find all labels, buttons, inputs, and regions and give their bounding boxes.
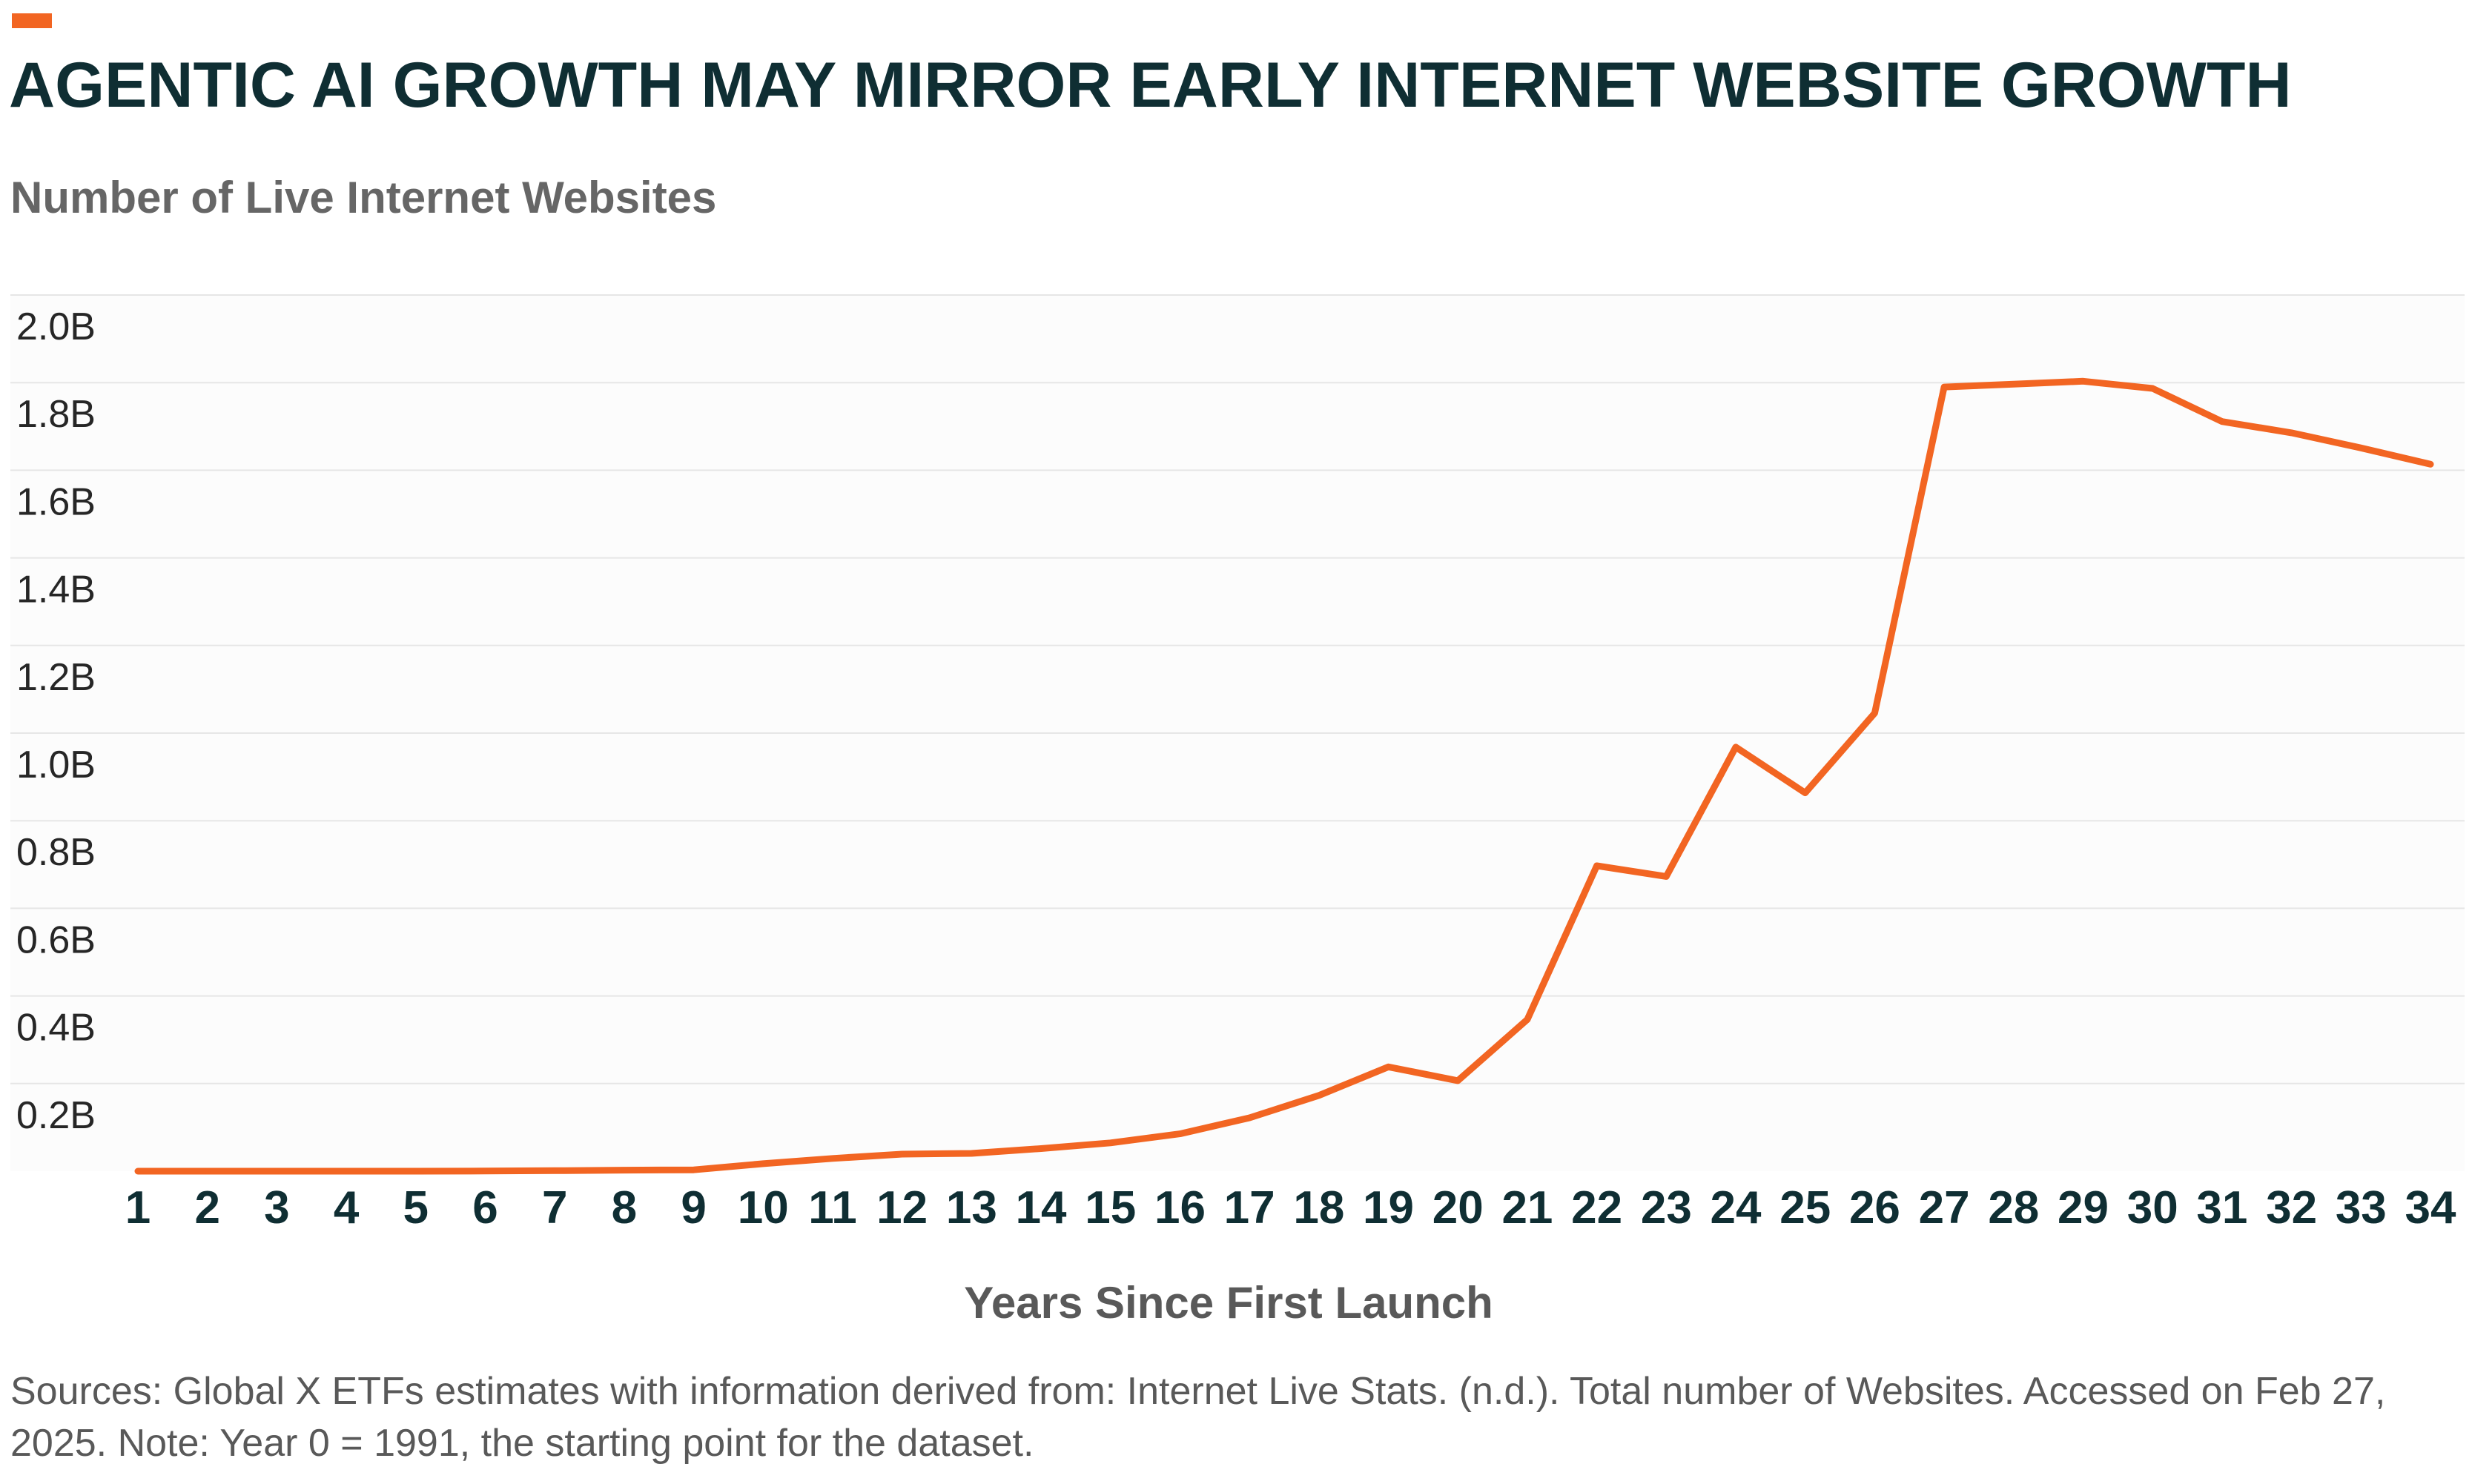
data-point: [2010, 381, 2017, 388]
x-tick-label: 23: [1641, 1182, 1692, 1233]
data-point: [829, 1155, 836, 1162]
data-point: [2428, 461, 2433, 468]
x-tick-label: 21: [1501, 1182, 1553, 1233]
x-axis-ticks: 1 2 3 4 5 6 7 8 9 10 11 12 13 14 15 16 17 18 19 20 21 22 23 24 2…: [125, 1182, 2456, 1233]
x-tick-label: 9: [681, 1182, 706, 1233]
x-tick-label: 1: [125, 1182, 151, 1233]
x-tick-label: 7: [542, 1182, 567, 1233]
data-point: [1038, 1145, 1045, 1152]
x-tick-label: 14: [1016, 1182, 1067, 1233]
data-point: [552, 1167, 558, 1174]
x-tick-label: 5: [403, 1182, 429, 1233]
data-point: [1246, 1114, 1253, 1121]
data-point: [760, 1160, 767, 1167]
y-tick-label: 1.0B: [16, 743, 96, 786]
data-point: [1733, 743, 1739, 750]
x-tick-label: 31: [2196, 1182, 2247, 1233]
x-tick-label: 34: [2405, 1182, 2456, 1233]
x-tick-label: 33: [2336, 1182, 2387, 1233]
chart-subtitle: Number of Live Internet Websites: [10, 173, 717, 222]
data-point: [621, 1167, 627, 1173]
data-point: [968, 1150, 975, 1157]
data-point: [690, 1167, 697, 1173]
series-line: [134, 377, 2434, 1175]
data-point: [2149, 385, 2156, 392]
data-point: [1455, 1077, 1461, 1084]
data-point: [1802, 789, 1808, 796]
data-point: [1315, 1092, 1322, 1099]
x-tick-label: 26: [1849, 1182, 1900, 1233]
data-point: [1871, 710, 1878, 717]
data-point: [412, 1168, 419, 1174]
data-point: [1524, 1016, 1530, 1023]
data-point: [2358, 445, 2364, 451]
x-tick-label: 32: [2266, 1182, 2317, 1233]
x-tick-label: 17: [1224, 1182, 1275, 1233]
y-tick-label: 1.2B: [16, 656, 96, 699]
data-point: [899, 1151, 905, 1158]
data-point: [1107, 1139, 1114, 1146]
y-tick-label: 1.4B: [16, 569, 96, 612]
y-tick-label: 2.0B: [16, 305, 96, 348]
data-point: [2080, 378, 2086, 385]
data-point: [2288, 429, 2295, 436]
y-axis-ticks: 0.2B 0.4B 0.6B 0.8B 1.0B 1.2B 1.4B 1.6B 1.8B 2.0B: [16, 305, 96, 1137]
y-tick-label: 1.6B: [16, 480, 96, 523]
x-axis-label: Years Since First Launch: [964, 1278, 1493, 1328]
x-tick-label: 27: [1919, 1182, 1970, 1233]
x-tick-label: 13: [946, 1182, 997, 1233]
x-tick-label: 22: [1571, 1182, 1622, 1233]
series-layer: [134, 377, 2434, 1175]
data-point: [204, 1168, 211, 1174]
x-tick-label: 18: [1293, 1182, 1344, 1233]
x-tick-label: 29: [2058, 1182, 2109, 1233]
data-point: [274, 1168, 280, 1174]
x-tick-label: 4: [334, 1182, 360, 1233]
data-point: [1941, 384, 1948, 391]
chart-title: AGENTIC AI GROWTH MAY MIRROR EARLY INTER…: [9, 50, 2292, 121]
x-tick-label: 3: [264, 1182, 289, 1233]
x-tick-label: 6: [472, 1182, 498, 1233]
data-point: [1593, 863, 1600, 869]
x-tick-label: 2: [194, 1182, 219, 1233]
data-point: [1663, 873, 1670, 880]
data-point: [1385, 1064, 1392, 1070]
source-note: Sources: Global X ETFs estimates with in…: [10, 1370, 2386, 1465]
x-tick-label: 28: [1988, 1182, 2039, 1233]
y-tick-label: 0.2B: [16, 1094, 96, 1137]
y-tick-label: 0.4B: [16, 1007, 96, 1050]
x-tick-label: 10: [738, 1182, 789, 1233]
y-tick-label: 0.6B: [16, 918, 96, 961]
x-tick-label: 16: [1154, 1182, 1206, 1233]
data-point: [482, 1167, 489, 1174]
x-tick-label: 15: [1085, 1182, 1136, 1233]
y-tick-label: 0.8B: [16, 831, 96, 874]
data-point: [343, 1168, 350, 1174]
x-tick-label: 19: [1363, 1182, 1414, 1233]
gridlines: [10, 294, 2465, 1084]
x-tick-label: 30: [2127, 1182, 2178, 1233]
line-chart: 0.2B 0.4B 0.6B 0.8B 1.0B 1.2B 1.4B 1.6B 1.8B 2.0B…: [10, 294, 2465, 1328]
x-tick-label: 20: [1432, 1182, 1484, 1233]
x-tick-label: 8: [612, 1182, 637, 1233]
x-tick-label: 11: [808, 1182, 857, 1233]
x-tick-label: 24: [1711, 1182, 1762, 1233]
accent-bar: [12, 13, 52, 28]
data-point: [2218, 418, 2225, 425]
x-tick-label: 25: [1779, 1182, 1831, 1233]
data-point: [1177, 1130, 1183, 1137]
x-tick-label: 12: [876, 1182, 928, 1233]
data-point: [135, 1168, 141, 1174]
y-tick-label: 1.8B: [16, 393, 96, 436]
